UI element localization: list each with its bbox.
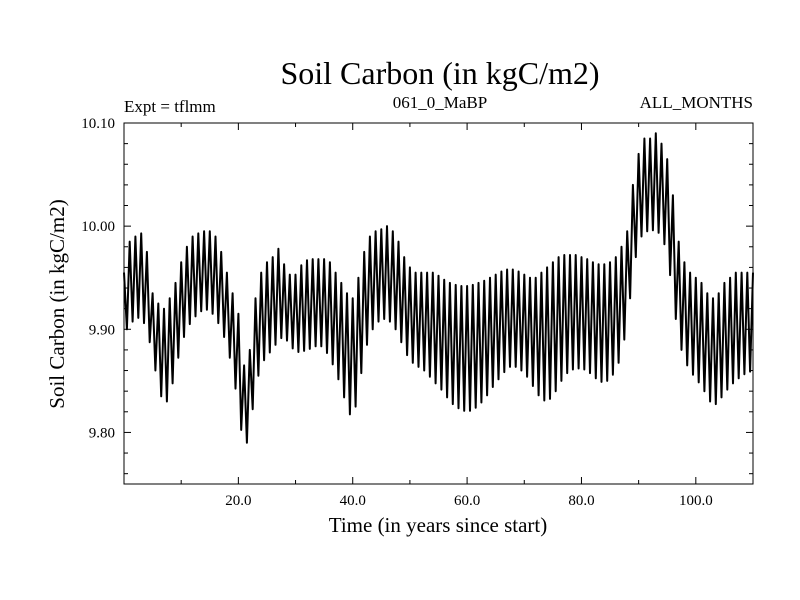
x-tick-label: 100.0 bbox=[679, 493, 713, 509]
chart-subtitle-right: ALL_MONTHS bbox=[640, 93, 753, 112]
chart-title: Soil Carbon (in kgC/m2) bbox=[280, 55, 599, 91]
x-tick-label: 40.0 bbox=[340, 493, 366, 509]
y-axis-label: Soil Carbon (in kgC/m2) bbox=[45, 199, 69, 408]
plot-area bbox=[123, 132, 754, 444]
chart-subtitle-left: Expt = tflmm bbox=[124, 97, 216, 116]
y-tick-label: 10.00 bbox=[81, 219, 115, 235]
y-axis: 9.80 9.90 10.00 10.10 bbox=[81, 116, 753, 475]
plot-frame bbox=[123, 122, 754, 485]
chart-subtitle-center: 061_0_MaBP bbox=[393, 93, 487, 112]
x-tick-label: 60.0 bbox=[454, 493, 480, 509]
x-axis: 20.0 40.0 60.0 80.0 100.0 bbox=[180, 123, 713, 509]
y-tick-label: 9.80 bbox=[89, 425, 115, 441]
x-tick-label: 80.0 bbox=[568, 493, 594, 509]
x-tick-label: 20.0 bbox=[225, 493, 251, 509]
y-tick-label: 10.10 bbox=[81, 116, 115, 132]
series-line bbox=[123, 132, 754, 444]
x-axis-label: Time (in years since start) bbox=[329, 513, 548, 537]
y-tick-label: 9.90 bbox=[89, 322, 115, 338]
